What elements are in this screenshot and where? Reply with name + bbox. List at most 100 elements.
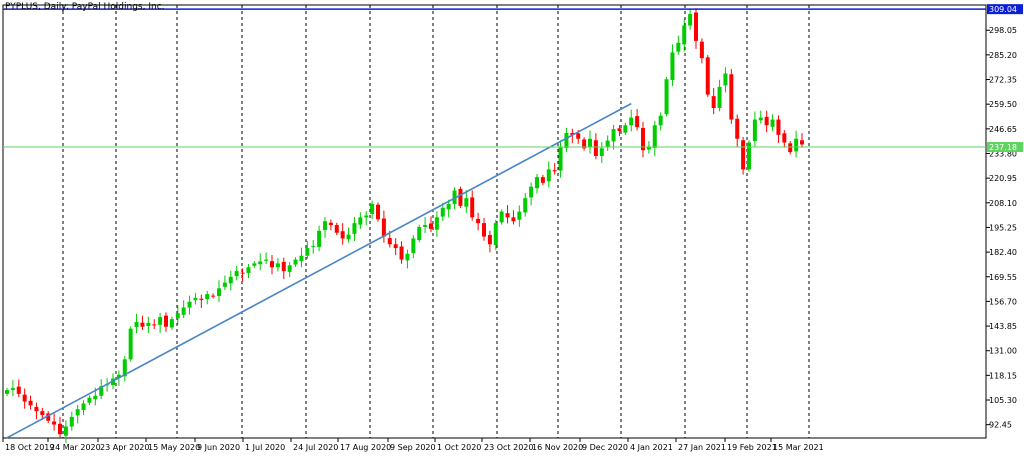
candle-body [181, 307, 186, 315]
candle-body [405, 253, 410, 261]
candle-body [217, 288, 221, 297]
candle-body [281, 261, 286, 272]
candle-body [46, 413, 51, 421]
x-tick-label: 1 Oct 2020 [437, 443, 481, 452]
candle-body [146, 322, 151, 326]
candle-body [517, 211, 522, 220]
candle-body [705, 57, 710, 95]
candle-body [646, 146, 651, 150]
support-price-tag [987, 142, 1023, 153]
candle-body [570, 132, 575, 135]
candle-body [317, 230, 322, 247]
x-tick-label: 18 Oct 2019 [5, 443, 54, 452]
x-tick-label: 9 Sep 2020 [390, 443, 436, 452]
candle-body [158, 317, 163, 325]
candle-body [393, 244, 398, 249]
candle-body [487, 235, 492, 245]
y-tick-label: 298.05 [989, 26, 1017, 35]
x-tick-label: 17 Aug 2020 [340, 443, 391, 452]
candle-body [493, 223, 498, 246]
candle-body [629, 117, 634, 126]
candle-body [535, 177, 539, 189]
candle-body [582, 139, 587, 149]
y-tick-label: 105.30 [989, 396, 1017, 405]
candle-body [423, 225, 428, 227]
candle-body [87, 397, 92, 403]
y-tick-label: 259.50 [989, 100, 1017, 109]
candle-body [293, 259, 298, 265]
y-tick-label: 182.40 [989, 248, 1017, 257]
candle-body [776, 119, 781, 135]
candle-body [429, 223, 433, 229]
x-tick-label: 9 Jun 2020 [197, 443, 240, 452]
candle-body [499, 211, 504, 223]
candle-body [434, 217, 439, 230]
candle-body [122, 359, 127, 377]
candle-body [764, 116, 769, 126]
candle-body [752, 119, 757, 142]
candle-body [511, 217, 516, 222]
candle-body [358, 217, 363, 225]
y-tick-label: 272.35 [989, 76, 1017, 85]
candle-body [116, 374, 121, 378]
candle-body [446, 203, 451, 210]
candle-body [664, 79, 669, 115]
candle-body [788, 143, 793, 153]
y-tick-label: 169.55 [989, 273, 1017, 282]
candle-body [228, 276, 233, 284]
candle-body [187, 301, 192, 308]
candle-body [558, 146, 563, 171]
x-tick-label: 9 Dec 2020 [582, 443, 628, 452]
candle-body [782, 133, 787, 143]
y-tick-label: 246.65 [989, 125, 1017, 134]
candle-body [16, 386, 21, 394]
x-tick-label: 15 May 2020 [148, 443, 200, 452]
y-tick-label: 208.10 [989, 199, 1017, 208]
y-tick-label: 195.25 [989, 223, 1017, 232]
candle-body [399, 246, 404, 260]
y-tick-label: 220.95 [989, 174, 1017, 183]
candle-body [617, 128, 622, 132]
candle-body [635, 116, 640, 128]
candle-body [340, 231, 345, 239]
candle-body [63, 426, 68, 436]
candle-body [58, 423, 62, 435]
chart-title: PYPLUS, Daily: PayPal Holdings, Inc. [5, 2, 165, 12]
resistance-price-label: 309.04 [989, 5, 1017, 14]
candle-body [452, 190, 457, 204]
candle-body [711, 96, 716, 109]
candle-body [52, 421, 57, 425]
candle-body [246, 267, 251, 274]
candle-body [364, 215, 369, 218]
candle-body [346, 234, 351, 240]
candle-body [794, 138, 799, 152]
candle-body [381, 218, 386, 237]
candle-body [352, 223, 357, 234]
candle-body [723, 73, 728, 86]
candle-body [758, 117, 763, 121]
candle-body [287, 265, 292, 272]
plot-frame [2, 4, 987, 439]
x-tick-label: 24 Jul 2020 [293, 443, 338, 452]
candle-body [81, 403, 86, 410]
candle-body [128, 328, 133, 360]
candle-body [476, 218, 481, 224]
candle-body [482, 223, 486, 237]
candle-body [305, 248, 310, 256]
candle-body [735, 118, 740, 139]
candle-body [770, 119, 775, 127]
candle-body [234, 271, 239, 277]
candle-body [40, 411, 45, 415]
candle-body [199, 298, 204, 300]
candle-body [729, 74, 734, 120]
candle-body [152, 324, 157, 326]
candle-body [564, 132, 569, 148]
x-tick-label: 23 Apr 2020 [100, 443, 149, 452]
candle-body [611, 129, 616, 142]
candle-body [458, 188, 463, 206]
candle-body [211, 295, 216, 297]
candle-body [529, 186, 534, 198]
candle-body [193, 297, 198, 301]
y-tick-label: 118.15 [989, 371, 1017, 380]
